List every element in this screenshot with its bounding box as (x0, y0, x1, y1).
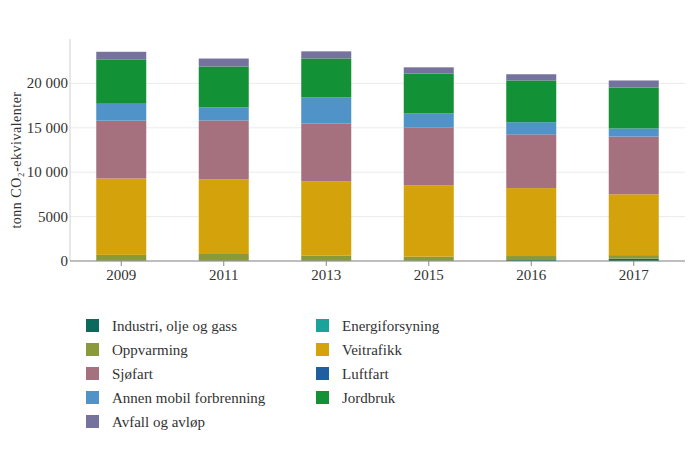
legend-label: Annen mobil forbrenning (112, 390, 266, 406)
bar-segment (404, 74, 454, 114)
bar-segment (609, 194, 659, 255)
bar-segment (96, 104, 146, 121)
bar-segment (506, 80, 556, 122)
legend-label: Sjøfart (112, 366, 154, 382)
x-tick-label: 2015 (414, 267, 444, 283)
legend-label: Avfall og avløp (112, 414, 205, 430)
bar-segment (301, 181, 351, 256)
bar-segment (609, 88, 659, 129)
x-tick-label: 2013 (311, 267, 341, 283)
bar-segment (609, 128, 659, 136)
bars (96, 51, 659, 261)
x-tick (223, 261, 224, 266)
grid-line (70, 172, 685, 173)
x-tick (121, 261, 122, 266)
bar-segment (96, 52, 146, 60)
bar-segment (199, 254, 249, 261)
bar-segment (96, 121, 146, 179)
bar-segment (404, 185, 454, 256)
x-tick (428, 261, 429, 266)
bar-segment (199, 107, 249, 120)
legend-swatch (316, 367, 329, 380)
bar-segment (404, 127, 454, 185)
legend-label: Luftfart (342, 366, 389, 382)
y-tick-label: 20 000 (27, 75, 68, 91)
y-tick-label: 10 000 (27, 164, 68, 180)
x-tick (633, 261, 634, 266)
bar-segment (199, 121, 249, 180)
y-tick-label: 5000 (38, 209, 68, 225)
bar-segment (506, 188, 556, 256)
bar-segment (96, 255, 146, 261)
bar-segment (301, 98, 351, 124)
y-tick-label: 0 (61, 253, 69, 269)
bar-segment (506, 134, 556, 188)
y-axis-label: tonn CO₂-ekvivalenter (9, 91, 24, 228)
legend-swatch (316, 319, 329, 332)
bar-segment (506, 256, 556, 260)
bar-segment (199, 59, 249, 67)
bar-segment (199, 179, 249, 254)
x-tick (326, 261, 327, 266)
grid-line (70, 83, 685, 84)
bar-segment (404, 257, 454, 261)
bar-segment (404, 114, 454, 128)
grid-line (70, 216, 685, 217)
legend-label: Energiforsyning (342, 318, 440, 334)
legend-swatch (316, 343, 329, 356)
bar-segment (301, 123, 351, 181)
legend-label: Oppvarming (112, 342, 188, 358)
bar-segment (199, 67, 249, 108)
bar-segment (609, 255, 659, 259)
bar-segment (404, 67, 454, 73)
bar-segment (506, 74, 556, 80)
x-tick-label: 2016 (516, 267, 547, 283)
legend-label: Jordbruk (342, 390, 396, 406)
bar-segment (301, 58, 351, 97)
grid-line (70, 261, 685, 262)
x-tick (531, 261, 532, 266)
legend-swatch (316, 391, 329, 404)
legend-label: Industri, olje og gass (112, 318, 237, 334)
grid (70, 83, 685, 261)
bar-segment (301, 256, 351, 261)
x-tick-label: 2011 (209, 267, 238, 283)
x-tick-label: 2009 (106, 267, 136, 283)
legend: Industri, olje og gass Energiforsyning Opp… (86, 318, 440, 430)
legend-swatch (86, 367, 99, 380)
legend-swatch (86, 343, 99, 356)
bar-segment (301, 51, 351, 58)
legend-swatch (86, 391, 99, 404)
bar-segment (609, 137, 659, 195)
y-axis-line (70, 39, 71, 261)
y-tick-label: 15 000 (27, 120, 68, 136)
legend-label: Veitrafikk (342, 342, 402, 358)
x-axis-line (70, 260, 685, 261)
bar-segment (609, 80, 659, 87)
legend-swatch (86, 319, 99, 332)
grid-line (70, 127, 685, 128)
x-tick-label: 2017 (619, 267, 650, 283)
bar-segment (96, 60, 146, 104)
chart: 0 5000 10 000 15 000 20 000tonn CO₂-ekvivale… (0, 0, 700, 450)
bar-segment (96, 179, 146, 255)
legend-swatch (86, 415, 99, 428)
bar-segment (506, 122, 556, 134)
